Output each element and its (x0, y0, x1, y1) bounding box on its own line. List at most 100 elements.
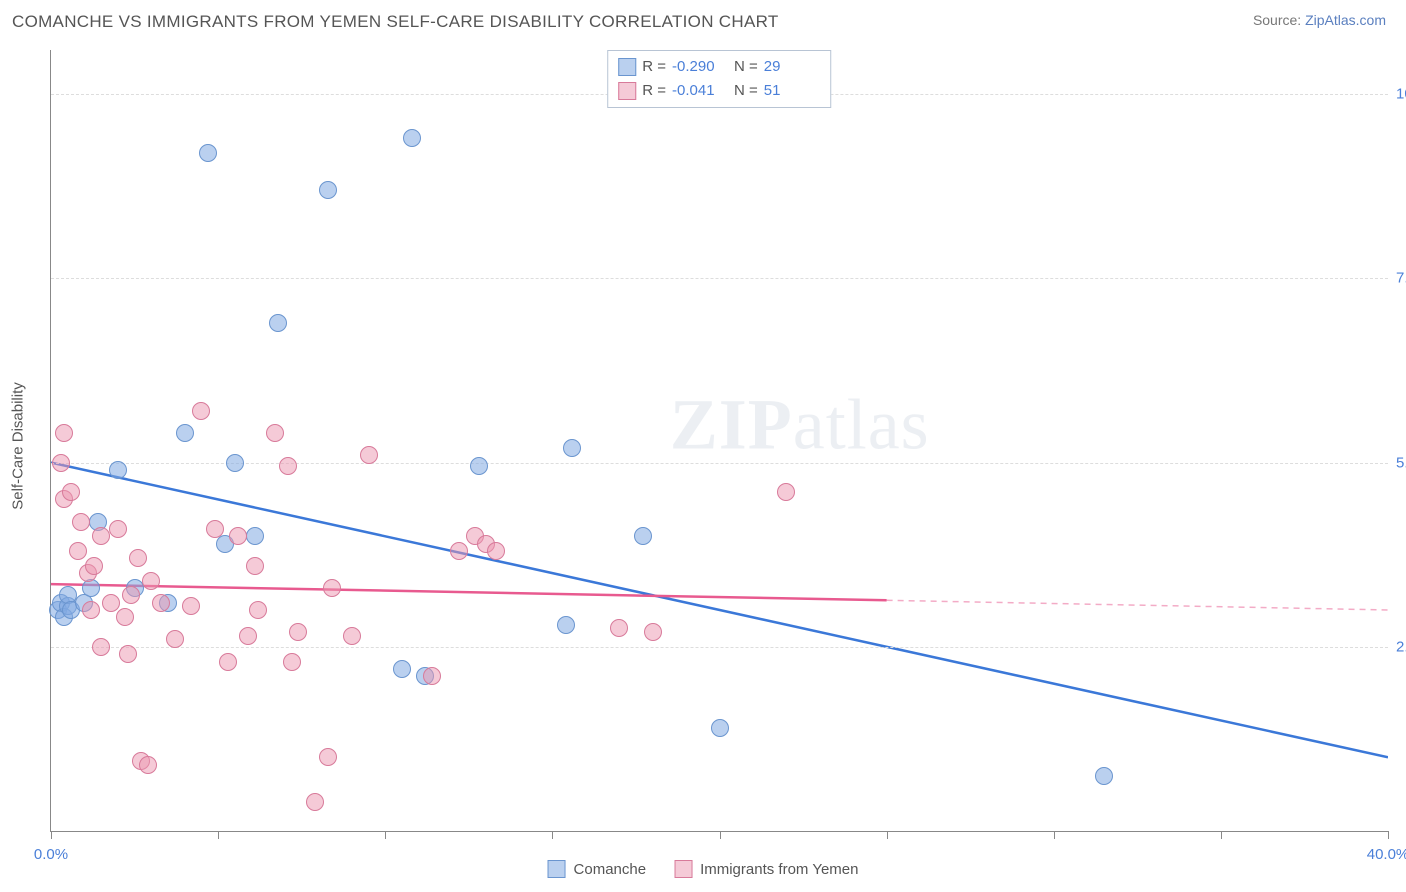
data-point (319, 748, 337, 766)
data-point (450, 542, 468, 560)
data-point (55, 608, 73, 626)
data-point (152, 594, 170, 612)
data-point (92, 527, 110, 545)
data-point (142, 572, 160, 590)
stats-row-series-1: R = -0.041 N = 51 (618, 79, 820, 103)
data-point (563, 439, 581, 457)
legend-label-0: Comanche (574, 861, 647, 878)
source-prefix: Source: (1253, 12, 1305, 28)
data-point (49, 601, 67, 619)
data-point (119, 645, 137, 663)
stat-r-1: -0.041 (672, 79, 728, 103)
x-tick (720, 831, 721, 839)
data-point (246, 557, 264, 575)
data-point (249, 601, 267, 619)
data-point (360, 446, 378, 464)
x-tick (1221, 831, 1222, 839)
data-point (283, 653, 301, 671)
data-point (634, 527, 652, 545)
data-point (289, 623, 307, 641)
trend-line-dashed (887, 600, 1388, 610)
watermark: ZIPatlas (670, 383, 930, 466)
data-point (403, 129, 421, 147)
stat-n-0: 29 (764, 55, 820, 79)
data-point (477, 535, 495, 553)
data-point (126, 579, 144, 597)
y-tick-label: 2.5% (1396, 638, 1406, 655)
x-tick (552, 831, 553, 839)
stats-legend-box: R = -0.290 N = 29 R = -0.041 N = 51 (607, 50, 831, 108)
data-point (79, 564, 97, 582)
data-point (82, 601, 100, 619)
data-point (269, 314, 287, 332)
data-point (279, 457, 297, 475)
data-point (216, 535, 234, 553)
data-point (116, 608, 134, 626)
data-point (69, 542, 87, 560)
data-point (176, 424, 194, 442)
data-point (266, 424, 284, 442)
data-point (610, 619, 628, 637)
trend-line (51, 463, 1388, 758)
stat-n-1: 51 (764, 79, 820, 103)
y-tick-label: 10.0% (1396, 86, 1406, 103)
data-point (59, 586, 77, 604)
series-legend: Comanche Immigrants from Yemen (548, 860, 859, 878)
chart-area: ZIPatlas 2.5%5.0%7.5%10.0%0.0%40.0% R = … (50, 50, 1388, 832)
source-link[interactable]: ZipAtlas.com (1305, 12, 1386, 28)
data-point (319, 181, 337, 199)
data-point (109, 520, 127, 538)
x-tick (887, 831, 888, 839)
plot-area: ZIPatlas 2.5%5.0%7.5%10.0%0.0%40.0% (50, 50, 1388, 832)
legend-item-1: Immigrants from Yemen (674, 860, 858, 878)
data-point (55, 490, 73, 508)
data-point (72, 513, 90, 531)
data-point (132, 752, 150, 770)
data-point (711, 719, 729, 737)
data-point (192, 402, 210, 420)
data-point (55, 424, 73, 442)
data-point (470, 457, 488, 475)
data-point (423, 667, 441, 685)
x-tick-label: 0.0% (34, 846, 68, 863)
x-tick (51, 831, 52, 839)
swatch-series-1 (674, 860, 692, 878)
data-point (323, 579, 341, 597)
data-point (393, 660, 411, 678)
data-point (644, 623, 662, 641)
data-point (62, 483, 80, 501)
source-attribution: Source: ZipAtlas.com (1253, 12, 1386, 28)
data-point (246, 527, 264, 545)
y-axis-label: Self-Care Disability (10, 382, 27, 510)
data-point (75, 594, 93, 612)
data-point (557, 616, 575, 634)
watermark-zip: ZIP (670, 384, 793, 464)
x-tick (385, 831, 386, 839)
y-tick-label: 5.0% (1396, 454, 1406, 471)
data-point (206, 520, 224, 538)
data-point (89, 513, 107, 531)
x-tick (218, 831, 219, 839)
data-point (52, 594, 70, 612)
trend-lines-layer (51, 50, 1388, 831)
data-point (199, 144, 217, 162)
data-point (166, 630, 184, 648)
y-tick-label: 7.5% (1396, 270, 1406, 287)
data-point (416, 667, 434, 685)
watermark-atlas: atlas (793, 384, 930, 464)
data-point (129, 549, 147, 567)
data-point (229, 527, 247, 545)
data-point (82, 579, 100, 597)
stat-r-0: -0.290 (672, 55, 728, 79)
data-point (182, 597, 200, 615)
x-tick-label: 40.0% (1367, 846, 1406, 863)
trend-line (51, 584, 887, 600)
data-point (62, 601, 80, 619)
x-tick (1388, 831, 1389, 839)
grid-line (51, 278, 1388, 279)
data-point (102, 594, 120, 612)
swatch-series-0 (548, 860, 566, 878)
data-point (219, 653, 237, 671)
data-point (159, 594, 177, 612)
data-point (1095, 767, 1113, 785)
